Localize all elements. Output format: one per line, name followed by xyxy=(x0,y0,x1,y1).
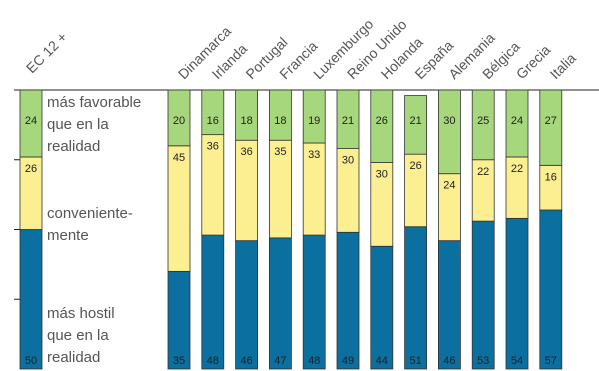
bar-segment-portugal-1 xyxy=(235,240,259,370)
data-label-grecia-1: 54 xyxy=(511,355,523,367)
bar-segment-irlanda-3 xyxy=(201,89,225,136)
bars: 50 26 24 35 45 20 48 36 16 46 36 18 47 35 18 48 33 19 49 30… xyxy=(19,89,563,370)
bar-segment-grecia-1 xyxy=(505,217,529,370)
data-label-alemania-1: 46 xyxy=(443,355,455,367)
data-label-belgica-1: 53 xyxy=(477,355,489,367)
data-label-grecia-3: 24 xyxy=(511,115,523,127)
bar-segment-italia-3 xyxy=(539,89,563,166)
data-label-espana-1: 51 xyxy=(409,355,421,367)
data-label-alemania-2: 24 xyxy=(443,180,455,192)
data-label-ec-12-2: 26 xyxy=(25,163,37,175)
legend: más favorable que en la realidad convenient… xyxy=(47,94,141,366)
bar-segment-holanda-3 xyxy=(370,89,394,163)
data-label-ec-12-1: 50 xyxy=(25,355,37,367)
data-label-dinamarca-2: 45 xyxy=(173,152,185,164)
bar-segment-belgica-1 xyxy=(471,220,495,370)
data-label-holanda-1: 44 xyxy=(376,355,388,367)
legend-label-3-line-1: más hostil xyxy=(47,305,115,322)
data-label-italia-1: 57 xyxy=(545,355,557,367)
data-label-holanda-3: 26 xyxy=(376,115,388,127)
bar-segment-ec-12-1 xyxy=(19,229,43,370)
data-label-francia-2: 35 xyxy=(274,146,286,158)
category-label-ec-12: EC 12 + xyxy=(23,29,70,76)
data-label-luxemburgo-1: 48 xyxy=(308,355,320,367)
category-labels: EC 12 + DinamarcaIrlandaPortugalFranciaLu… xyxy=(23,16,579,82)
bar-segment-espana-1 xyxy=(404,226,428,370)
bar-segment-belgica-3 xyxy=(471,89,495,161)
y-axis-ticks xyxy=(14,159,20,300)
bar-segment-irlanda-1 xyxy=(201,234,225,370)
bar-segment-francia-1 xyxy=(268,237,292,370)
data-label-irlanda-1: 48 xyxy=(207,355,219,367)
data-label-portugal-2: 36 xyxy=(240,146,252,158)
bar-segment-luxemburgo-3 xyxy=(302,89,326,144)
data-label-belgica-2: 22 xyxy=(477,166,489,178)
legend-label-3-line-2: que en la xyxy=(47,327,109,344)
data-label-irlanda-2: 36 xyxy=(207,141,219,153)
data-label-dinamarca-1: 35 xyxy=(173,355,185,367)
data-label-dinamarca-3: 20 xyxy=(173,115,185,127)
legend-label-2-line-2: mente xyxy=(47,227,89,244)
bar-segment-dinamarca-2 xyxy=(167,145,191,272)
data-label-holanda-2: 30 xyxy=(376,169,388,181)
bar-segment-grecia-3 xyxy=(505,89,529,158)
data-label-grecia-2: 22 xyxy=(511,163,523,175)
data-label-italia-3: 27 xyxy=(545,115,557,127)
legend-label-1-line-2: que en la xyxy=(47,116,109,133)
bar-segment-francia-3 xyxy=(268,89,292,141)
data-label-francia-3: 18 xyxy=(274,115,286,127)
bar-segment-reino-unido-3 xyxy=(336,89,360,149)
bar-segment-ec-12-3 xyxy=(19,89,43,158)
data-label-alemania-3: 30 xyxy=(443,115,455,127)
data-label-espana-2: 26 xyxy=(409,160,421,172)
bar-segment-alemania-3 xyxy=(437,89,461,175)
legend-label-1-line-3: realidad xyxy=(47,138,100,155)
bar-segment-reino-unido-1 xyxy=(336,231,360,370)
legend-label-2-line-1: convenientе- xyxy=(47,205,133,222)
bar-segment-portugal-3 xyxy=(235,89,259,141)
data-label-italia-2: 16 xyxy=(545,171,557,183)
data-label-espana-3: 21 xyxy=(409,115,421,127)
data-label-luxemburgo-3: 19 xyxy=(308,115,320,127)
data-label-reino-unido-2: 30 xyxy=(342,155,354,167)
bar-segment-alemania-1 xyxy=(437,240,461,370)
bar-segment-italia-1 xyxy=(539,209,563,370)
data-label-reino-unido-1: 49 xyxy=(342,355,354,367)
data-label-francia-1: 47 xyxy=(274,355,286,367)
data-label-ec-12-3: 24 xyxy=(25,115,37,127)
data-label-portugal-1: 46 xyxy=(240,355,252,367)
data-label-luxemburgo-2: 33 xyxy=(308,149,320,161)
legend-label-3-line-3: realidad xyxy=(47,349,100,366)
bar-segment-dinamarca-3 xyxy=(167,89,191,147)
bar-segment-holanda-1 xyxy=(370,245,394,370)
data-label-portugal-3: 18 xyxy=(240,115,252,127)
data-label-reino-unido-3: 21 xyxy=(342,115,354,127)
data-label-irlanda-3: 16 xyxy=(207,115,219,127)
legend-label-1-line-1: más favorable xyxy=(47,94,141,111)
bar-segment-luxemburgo-1 xyxy=(302,234,326,370)
data-label-belgica-3: 25 xyxy=(477,115,489,127)
bar-segment-espana-3 xyxy=(404,95,428,155)
